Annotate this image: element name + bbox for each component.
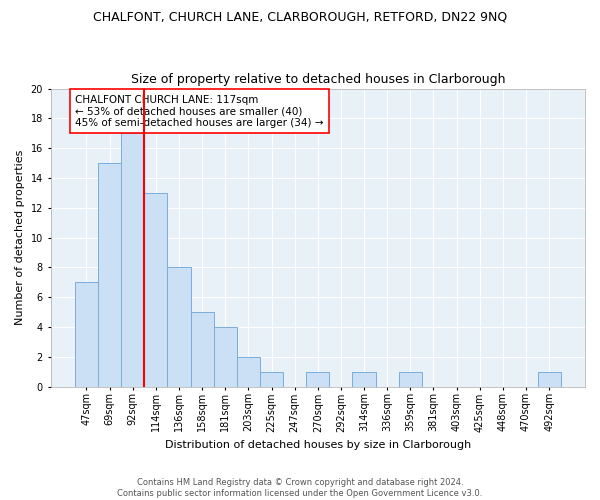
Bar xyxy=(538,372,561,386)
Bar xyxy=(399,372,422,386)
Bar xyxy=(237,357,260,386)
Text: CHALFONT CHURCH LANE: 117sqm
← 53% of detached houses are smaller (40)
45% of se: CHALFONT CHURCH LANE: 117sqm ← 53% of de… xyxy=(75,94,323,128)
Title: Size of property relative to detached houses in Clarborough: Size of property relative to detached ho… xyxy=(131,73,505,86)
Text: Contains HM Land Registry data © Crown copyright and database right 2024.
Contai: Contains HM Land Registry data © Crown c… xyxy=(118,478,482,498)
Bar xyxy=(121,134,144,386)
Bar xyxy=(98,163,121,386)
Y-axis label: Number of detached properties: Number of detached properties xyxy=(15,150,25,326)
Bar xyxy=(352,372,376,386)
Bar xyxy=(144,193,167,386)
Text: CHALFONT, CHURCH LANE, CLARBOROUGH, RETFORD, DN22 9NQ: CHALFONT, CHURCH LANE, CLARBOROUGH, RETF… xyxy=(93,10,507,23)
Bar xyxy=(191,312,214,386)
X-axis label: Distribution of detached houses by size in Clarborough: Distribution of detached houses by size … xyxy=(164,440,471,450)
Bar xyxy=(306,372,329,386)
Bar xyxy=(260,372,283,386)
Bar xyxy=(75,282,98,387)
Bar xyxy=(167,268,191,386)
Bar xyxy=(214,327,237,386)
